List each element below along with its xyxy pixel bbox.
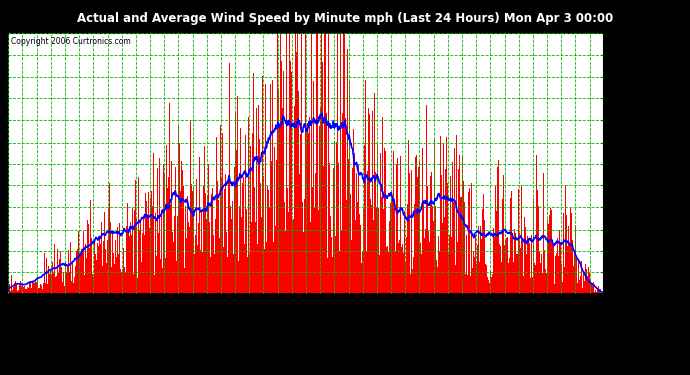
Text: 04:16: 04:16 [119, 298, 125, 320]
Text: 12:16: 12:16 [317, 298, 323, 320]
Text: 21:01: 21:01 [530, 298, 536, 320]
Text: 08:46: 08:46 [232, 298, 238, 320]
Text: 23:56: 23:56 [601, 298, 607, 320]
Text: 12:51: 12:51 [331, 298, 337, 320]
Text: 04:51: 04:51 [133, 298, 139, 320]
Text: 07:11: 07:11 [190, 298, 195, 320]
Text: 16:56: 16:56 [431, 298, 437, 320]
Text: 18:41: 18:41 [473, 298, 479, 320]
Text: 06:01: 06:01 [161, 298, 167, 320]
Text: 13:26: 13:26 [346, 298, 351, 320]
Text: 22:11: 22:11 [558, 298, 564, 320]
Text: 17:31: 17:31 [445, 298, 451, 320]
Text: 16:21: 16:21 [417, 298, 422, 320]
Text: 08:11: 08:11 [218, 298, 224, 320]
Text: 19:51: 19:51 [502, 298, 508, 320]
Text: 19:16: 19:16 [487, 298, 493, 320]
Text: 18:06: 18:06 [459, 298, 465, 320]
Text: 22:46: 22:46 [573, 298, 578, 320]
Text: 15:11: 15:11 [388, 298, 394, 320]
Text: 00:11: 00:11 [19, 298, 26, 320]
Text: 14:36: 14:36 [374, 298, 380, 320]
Text: 10:31: 10:31 [275, 298, 281, 320]
Text: 05:26: 05:26 [147, 298, 153, 320]
Text: 03:06: 03:06 [90, 298, 97, 320]
Text: 00:46: 00:46 [34, 298, 39, 320]
Text: 07:36: 07:36 [204, 298, 210, 320]
Text: 09:36: 09:36 [261, 298, 266, 320]
Text: 06:36: 06:36 [175, 298, 181, 320]
Text: 15:46: 15:46 [402, 298, 408, 320]
Text: 20:26: 20:26 [515, 298, 522, 320]
Text: 02:31: 02:31 [76, 298, 82, 320]
Text: 03:41: 03:41 [104, 298, 110, 320]
Text: 14:01: 14:01 [359, 298, 366, 320]
Text: 11:06: 11:06 [289, 298, 295, 320]
Text: 09:21: 09:21 [246, 298, 253, 320]
Text: 23:21: 23:21 [586, 298, 593, 320]
Text: Actual and Average Wind Speed by Minute mph (Last 24 Hours) Mon Apr 3 00:00: Actual and Average Wind Speed by Minute … [77, 12, 613, 25]
Text: Copyright 2006 Curtronics.com: Copyright 2006 Curtronics.com [11, 37, 131, 46]
Text: 23:00: 23:00 [6, 298, 11, 320]
Text: 11:41: 11:41 [303, 298, 309, 320]
Text: 21:36: 21:36 [544, 298, 550, 320]
Text: 01:21: 01:21 [48, 298, 54, 320]
Text: 01:56: 01:56 [62, 298, 68, 320]
